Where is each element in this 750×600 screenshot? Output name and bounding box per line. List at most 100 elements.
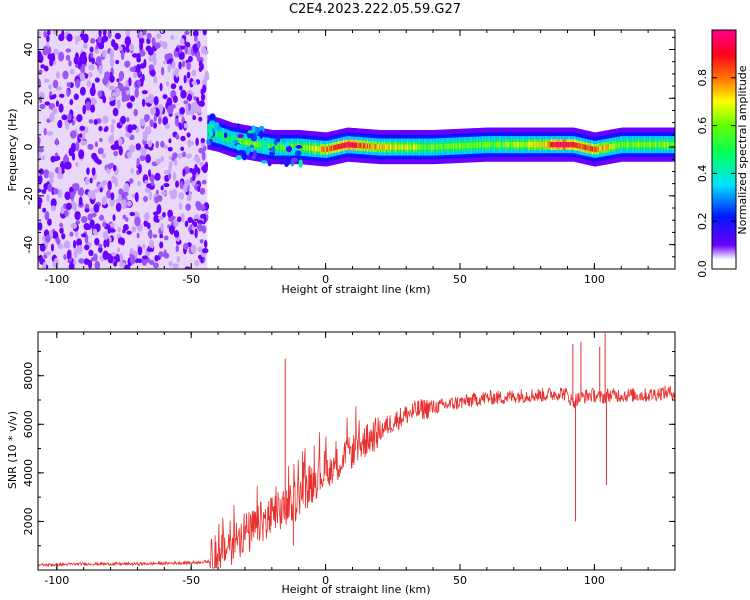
noise-blob [91, 97, 95, 103]
noise-blob [107, 253, 114, 264]
ridge-cell [356, 142, 358, 148]
noise-blob [102, 250, 109, 260]
noise-blob [70, 130, 77, 139]
ridge-cell [554, 141, 557, 148]
ridge-cell [428, 144, 431, 150]
noise-blob [112, 164, 117, 172]
noise-blob [38, 188, 42, 193]
noise-blob [179, 180, 184, 190]
y-tick-label: 6000 [22, 410, 35, 438]
noise-blob [38, 254, 43, 263]
ridge-cell [515, 141, 518, 148]
noise-blob [201, 248, 209, 254]
noise-blob [86, 80, 92, 88]
noise-blob [38, 148, 44, 153]
noise-region [38, 30, 210, 269]
noise-blob [110, 144, 117, 151]
noise-blob [90, 207, 94, 215]
noise-blob [155, 158, 162, 165]
noise-blob [103, 239, 107, 248]
ridge-cell [394, 144, 397, 150]
noise-blob [118, 137, 123, 147]
noise-blob [191, 80, 198, 86]
noise-blob [97, 42, 105, 50]
noise-blob [156, 204, 162, 215]
ridge-cell [411, 144, 414, 150]
ridge-cell [566, 141, 569, 148]
noise-blob [83, 43, 88, 50]
noise-blob [146, 247, 154, 252]
ridge-cell [633, 141, 635, 148]
ridge-cell [364, 143, 367, 149]
ridge-cell [347, 141, 350, 148]
ridge-cell [310, 145, 312, 151]
ridge-cell [357, 142, 359, 149]
ridge-cell [380, 144, 382, 150]
ridge-cell [590, 145, 593, 152]
ridge-cell [371, 143, 374, 150]
noise-blob [109, 222, 115, 228]
ridge-cell [478, 142, 480, 148]
noise-blob [121, 96, 126, 103]
ridge-cell [516, 141, 519, 148]
noise-blob [134, 216, 141, 227]
ridge-cell [469, 142, 472, 149]
noise-blob [83, 244, 90, 251]
noise-blob [73, 93, 79, 101]
snr-axes: -100 -50 0 50 100 2000 4000 6000 8000 [22, 332, 676, 587]
ridge-cell [521, 141, 524, 148]
ridge-cell [412, 144, 415, 150]
ridge-cell [456, 143, 459, 149]
ridge-cell [437, 144, 439, 150]
noise-blob [153, 114, 157, 122]
noise-blob [89, 177, 93, 184]
ridge-cell [595, 146, 598, 152]
noise-blob [191, 69, 197, 77]
ridge-spot [255, 126, 259, 136]
noise-blob [172, 171, 177, 182]
noise-blob [109, 57, 115, 67]
ridge-spot [260, 160, 268, 164]
noise-blob [203, 240, 208, 249]
ridge-cell [360, 142, 363, 149]
noise-blob [186, 132, 191, 138]
noise-blob [50, 243, 55, 252]
noise-blob [80, 140, 87, 146]
ridge-cell [639, 141, 641, 148]
ridge-spot [282, 139, 287, 144]
noise-blob [160, 185, 164, 191]
noise-blob [148, 93, 153, 99]
noise-blob [70, 68, 75, 75]
noise-blob [53, 257, 59, 268]
noise-blob [173, 219, 179, 228]
ridge-cell [532, 141, 535, 148]
noise-blob [116, 247, 121, 253]
ridge-cell [622, 141, 624, 148]
noise-blob [75, 35, 79, 45]
noise-blob [80, 65, 86, 74]
noise-blob [174, 118, 180, 127]
ridge-cell [665, 141, 668, 148]
ridge-spot [236, 123, 240, 133]
noise-blob [55, 100, 60, 107]
ridge-cell [631, 141, 634, 148]
noise-blob [188, 141, 195, 146]
noise-blob [92, 228, 98, 235]
noise-blob [199, 161, 205, 167]
noise-blob [178, 192, 185, 199]
ridge-cell [539, 141, 542, 148]
spectrogram-frame [37, 29, 676, 270]
ridge-cell [491, 141, 494, 148]
ridge-cell [635, 141, 638, 148]
ridge-cell [402, 144, 404, 150]
noise-blob [162, 94, 168, 100]
noise-blob [49, 112, 55, 122]
noise-blob [55, 86, 62, 91]
ridge-cell [472, 142, 474, 148]
noise-blob [46, 194, 50, 203]
ridge-cell [373, 143, 375, 150]
colorbar-tick-label: 0.2 [696, 212, 709, 230]
ridge-spot [279, 160, 284, 165]
noise-blob [183, 122, 188, 129]
noise-blob [38, 69, 43, 75]
